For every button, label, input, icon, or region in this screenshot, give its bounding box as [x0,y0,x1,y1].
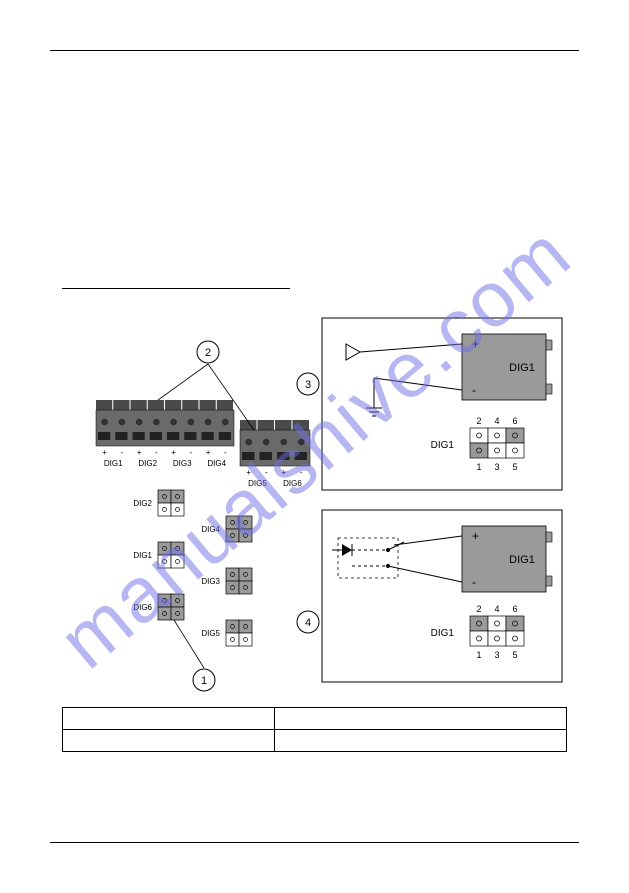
legend-cell [274,708,566,730]
svg-text:+: + [102,448,107,457]
svg-text:1: 1 [476,650,481,660]
svg-text:2: 2 [476,604,481,614]
svg-text:DIG1: DIG1 [431,628,455,639]
svg-text:DIG2: DIG2 [133,499,152,508]
svg-text:6: 6 [512,416,517,426]
svg-text:-: - [300,468,303,477]
svg-text:-: - [472,575,476,589]
legend-cell [63,708,275,730]
svg-text:2: 2 [476,416,481,426]
svg-text:+: + [281,468,286,477]
svg-text:-: - [472,383,476,397]
svg-text:-: - [155,448,158,457]
svg-text:DIG1: DIG1 [133,551,152,560]
svg-text:DIG1: DIG1 [509,554,535,566]
legend-cell [63,730,275,752]
svg-text:DIG4: DIG4 [207,459,226,468]
svg-text:+: + [206,448,211,457]
svg-text:DIG3: DIG3 [201,577,220,586]
svg-text:-: - [224,448,227,457]
svg-text:1: 1 [476,462,481,472]
svg-text:DIG4: DIG4 [201,525,220,534]
svg-text:DIG1: DIG1 [509,362,535,374]
svg-text:6: 6 [512,604,517,614]
svg-text:2: 2 [205,347,211,359]
svg-text:DIG6: DIG6 [133,603,152,612]
svg-text:4: 4 [494,604,499,614]
svg-text:DIG1: DIG1 [104,459,123,468]
svg-text:4: 4 [494,416,499,426]
svg-text:3: 3 [494,650,499,660]
svg-text:+: + [472,337,479,351]
heading-underline [62,288,290,289]
svg-text:5: 5 [512,650,517,660]
svg-text:-: - [190,448,193,457]
svg-text:-: - [265,468,268,477]
svg-text:DIG2: DIG2 [138,459,157,468]
table-row [63,708,567,730]
svg-text:DIG5: DIG5 [248,479,267,488]
svg-text:3: 3 [305,379,311,391]
legend-table [62,707,567,752]
table-row [63,730,567,752]
svg-text:+: + [246,468,251,477]
svg-text:DIG3: DIG3 [173,459,192,468]
wiring-diagram: + - + - + - + - DIG1 DIG2 DIG3 DIG4 + - + - DIG5 DIG6 DIG2… [62,310,567,700]
svg-text:5: 5 [512,462,517,472]
svg-text:+: + [137,448,142,457]
svg-text:DIG5: DIG5 [201,629,220,638]
svg-text:1: 1 [201,675,207,687]
legend-cell [274,730,566,752]
svg-text:-: - [121,448,124,457]
svg-text:DIG6: DIG6 [283,479,302,488]
svg-text:+: + [472,529,479,543]
svg-text:3: 3 [494,462,499,472]
svg-text:+: + [171,448,176,457]
svg-text:DIG1: DIG1 [431,440,455,451]
svg-text:4: 4 [305,617,311,629]
